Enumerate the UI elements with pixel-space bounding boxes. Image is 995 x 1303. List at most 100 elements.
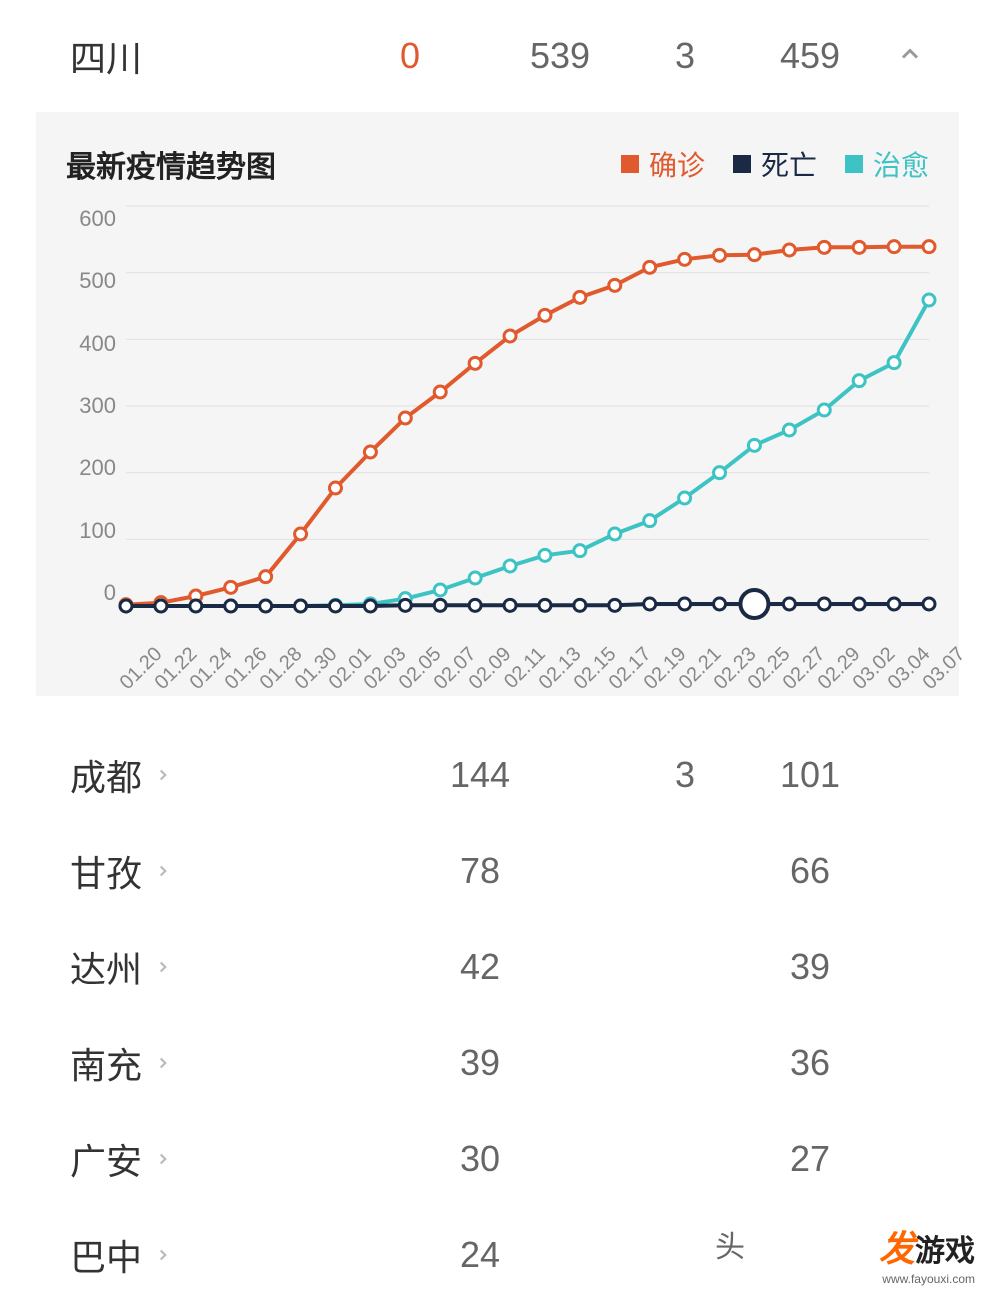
city-name-wrap: 甘孜 — [70, 845, 330, 897]
series-marker — [434, 386, 446, 398]
chevron-right-icon — [154, 759, 172, 791]
legend-item: 死亡 — [733, 144, 817, 184]
city-name-wrap: 广安 — [70, 1133, 330, 1185]
city-name: 广安 — [70, 1133, 142, 1185]
city-name: 甘孜 — [70, 845, 142, 897]
series-marker — [714, 467, 726, 479]
series-marker — [469, 357, 481, 369]
city-name: 南充 — [70, 1037, 142, 1089]
city-name-wrap: 巴中 — [70, 1229, 330, 1281]
chart-title: 最新疫情趋势图 — [66, 142, 621, 186]
series-marker — [469, 572, 481, 584]
series-marker — [574, 545, 586, 557]
series-line-confirmed — [126, 247, 929, 605]
series-marker — [609, 528, 621, 540]
series-marker — [714, 249, 726, 261]
series-marker — [888, 241, 900, 253]
chevron-right-icon — [154, 1239, 172, 1271]
legend-label: 死亡 — [761, 144, 817, 184]
province-header-row[interactable]: 四川 0 539 3 459 — [0, 0, 995, 112]
y-tick-label: 100 — [66, 518, 116, 544]
legend-label: 治愈 — [873, 144, 929, 184]
legend-swatch-icon — [845, 155, 863, 173]
city-confirmed: 78 — [330, 850, 630, 892]
city-row[interactable]: 达州 42 39 — [0, 919, 995, 1015]
city-name-wrap: 南充 — [70, 1037, 330, 1089]
logo-text: 游戏 — [915, 1235, 975, 1268]
series-marker — [329, 482, 341, 494]
series-marker — [504, 330, 516, 342]
series-marker — [853, 241, 865, 253]
city-row[interactable]: 成都1443101 — [0, 726, 995, 823]
series-marker — [923, 241, 935, 253]
y-tick-label: 300 — [66, 393, 116, 419]
series-marker — [574, 291, 586, 303]
y-tick-label: 200 — [66, 455, 116, 481]
city-row[interactable]: 广安3027 — [0, 1111, 995, 1207]
collapse-icon[interactable] — [896, 35, 924, 77]
series-marker — [225, 581, 237, 593]
city-row[interactable]: 巴中 24 — [0, 1207, 995, 1303]
city-cured: 36 — [740, 1042, 880, 1084]
y-tick-label: 0 — [66, 580, 116, 606]
series-marker — [539, 309, 551, 321]
overlay-char: 头 — [715, 1222, 745, 1266]
legend-swatch-icon — [733, 155, 751, 173]
series-marker — [539, 549, 551, 561]
series-marker — [364, 446, 376, 458]
y-tick-label: 400 — [66, 331, 116, 357]
city-name: 巴中 — [70, 1229, 142, 1281]
city-confirmed: 42 — [330, 946, 630, 988]
legend-item: 治愈 — [845, 144, 929, 184]
chart-area: 0100200300400500600 01.2001.2201.2401.26… — [66, 206, 929, 666]
y-axis-labels: 0 100 200 300 400 500 600 — [66, 206, 116, 606]
city-name: 成都 — [70, 749, 142, 801]
city-name: 达州 — [70, 941, 142, 993]
city-confirmed: 30 — [330, 1138, 630, 1180]
city-name-wrap: 成都 — [70, 749, 330, 801]
series-marker — [609, 279, 621, 291]
stat-confirmed: 539 — [490, 35, 630, 77]
chevron-right-icon — [154, 855, 172, 887]
city-confirmed: 39 — [330, 1042, 630, 1084]
stat-cured: 459 — [740, 35, 880, 77]
city-confirmed: 144 — [330, 754, 630, 796]
trend-chart-panel: 最新疫情趋势图 确诊死亡治愈 0100200300400500600 01.20… — [36, 112, 959, 696]
logo-char: 发 — [879, 1228, 915, 1269]
stat-new-today: 0 — [330, 35, 490, 77]
series-marker — [504, 560, 516, 572]
series-marker — [888, 357, 900, 369]
series-marker — [853, 375, 865, 387]
chevron-right-icon — [154, 1047, 172, 1079]
y-tick-label: 600 — [66, 206, 116, 232]
chart-plot — [126, 206, 929, 606]
series-marker — [260, 571, 272, 583]
y-tick-label: 500 — [66, 268, 116, 294]
city-list: 成都1443101甘孜7866达州4239南充3936广安3027巴中24 — [0, 726, 995, 1303]
city-row[interactable]: 南充 39 36 — [0, 1015, 995, 1111]
legend-item: 确诊 — [621, 144, 705, 184]
series-marker — [399, 412, 411, 424]
series-marker — [644, 261, 656, 273]
series-marker — [748, 439, 760, 451]
city-name-wrap: 达州 — [70, 941, 330, 993]
series-marker — [679, 492, 691, 504]
city-row[interactable]: 甘孜 78 66 — [0, 823, 995, 919]
series-line-cured — [126, 300, 929, 606]
series-marker — [644, 515, 656, 527]
chart-legend: 确诊 死亡 治愈 — [621, 144, 929, 184]
site-logo: 发游戏 www.fayouxi.com — [879, 1220, 975, 1286]
series-marker — [783, 244, 795, 256]
series-marker — [295, 528, 307, 540]
city-cured: 101 — [740, 754, 880, 796]
legend-label: 确诊 — [649, 144, 705, 184]
series-marker — [783, 424, 795, 436]
city-cured: 39 — [740, 946, 880, 988]
logo-url: www.fayouxi.com — [879, 1272, 975, 1286]
city-confirmed: 24 — [330, 1234, 630, 1276]
chevron-right-icon — [154, 1143, 172, 1175]
series-marker — [818, 241, 830, 253]
series-marker — [434, 584, 446, 596]
city-cured: 66 — [740, 850, 880, 892]
province-name: 四川 — [70, 30, 330, 82]
